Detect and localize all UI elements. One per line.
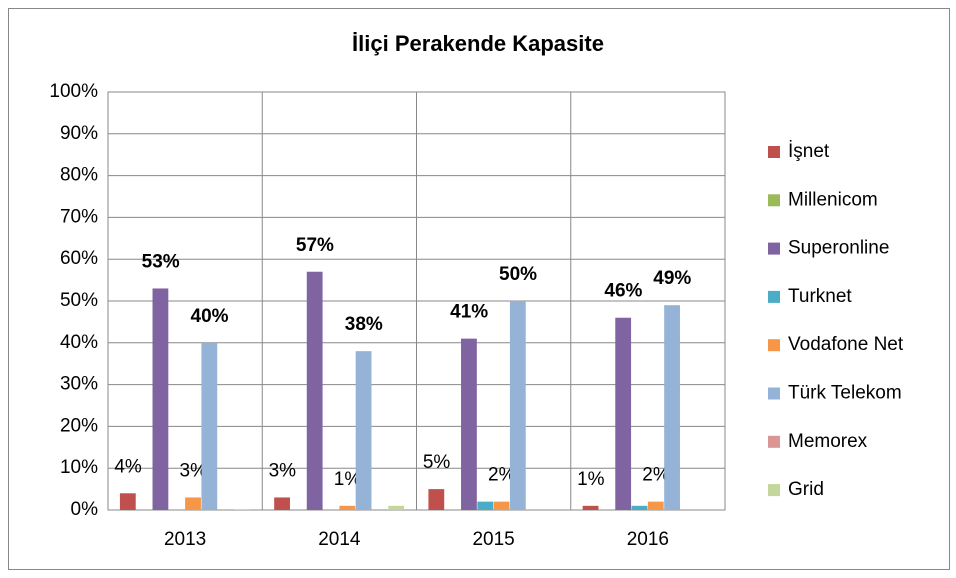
legend-label: İşnet [788,141,830,162]
data-label: 3% [180,460,208,481]
chart-title: İliçi Perakende Kapasite [352,31,604,56]
legend-swatch [768,435,780,448]
legend-swatch [768,146,780,158]
bar [388,505,405,510]
legend-label: Millenicom [788,189,878,210]
data-label: 53% [142,251,180,272]
data-label: 2% [488,465,516,486]
bar [152,288,169,510]
bar [647,501,664,510]
bar [428,489,445,510]
data-label: 57% [296,235,334,256]
legend-swatch [768,290,780,303]
legend-label: Superonline [788,238,889,259]
legend-swatch [768,242,780,255]
legend-swatch [768,387,780,400]
x-tick-label: 2015 [472,529,514,550]
legend-swatch [768,484,780,497]
bar [664,305,680,510]
data-label: 46% [604,281,642,302]
bar [477,501,494,510]
data-label: 41% [450,302,488,323]
data-label: 49% [653,268,691,289]
data-label: 5% [423,452,451,473]
bar [582,505,599,510]
y-tick-label: 0% [71,499,99,520]
bar [615,317,632,510]
bar [119,493,136,510]
x-tick-label: 2014 [318,529,361,550]
data-label: 50% [499,264,537,285]
bar [234,509,250,510]
data-label: 40% [191,306,229,327]
y-tick-label: 100% [49,81,98,102]
bar [201,342,218,510]
bar [355,351,372,510]
legend-label: Türk Telekom [788,383,902,404]
bar [185,497,201,510]
bar [306,271,323,510]
data-label: 2% [642,465,670,486]
bar [493,501,510,510]
bar [461,338,477,510]
plot-border [107,91,726,511]
y-tick-label: 90% [60,123,98,144]
legend-label: Vodafone Net [788,334,904,355]
bar [274,497,290,510]
x-tick-label: 2013 [164,529,206,550]
data-label: 38% [345,314,383,335]
legend-swatch [768,339,780,352]
bar [631,505,648,510]
legend-label: Memorex [788,431,868,452]
y-tick-label: 60% [60,248,98,269]
y-tick-label: 30% [60,374,98,395]
y-tick-label: 50% [60,290,98,311]
data-label: 1% [577,469,605,490]
y-tick-label: 20% [60,415,98,436]
legend-swatch [768,194,780,207]
bar [509,301,526,510]
data-label: 4% [114,456,142,477]
bar [339,505,356,510]
y-tick-label: 10% [60,457,98,478]
y-tick-label: 80% [60,165,98,186]
data-label: 3% [269,460,297,481]
y-tick-label: 70% [60,206,98,227]
y-tick-label: 40% [60,332,98,353]
x-tick-label: 2016 [627,529,669,550]
legend-label: Turknet [788,286,852,307]
legend-label: Grid [788,479,824,500]
data-label: 1% [334,469,362,490]
